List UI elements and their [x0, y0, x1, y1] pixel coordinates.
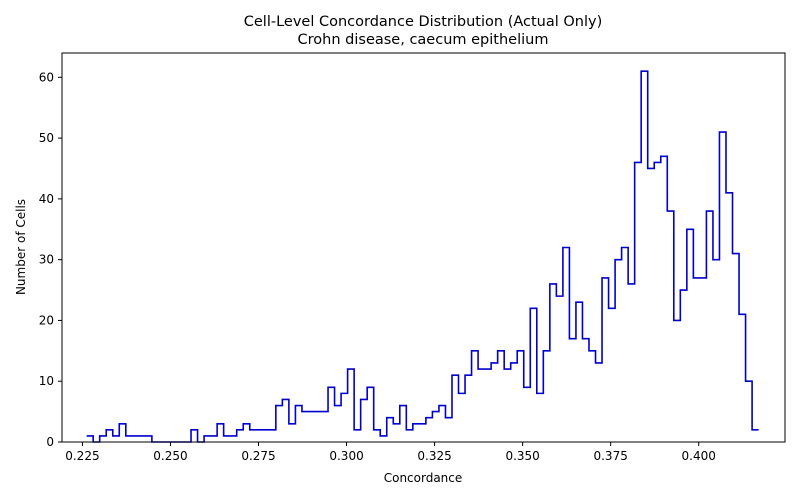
x-tick-label: 0.325 — [417, 449, 451, 463]
chart-title: Cell-Level Concordance Distribution (Act… — [244, 14, 603, 30]
chart-subtitle: Crohn disease, caecum epithelium — [298, 32, 549, 48]
x-tick-label: 0.250 — [153, 449, 187, 463]
y-axis-label: Number of Cells — [14, 199, 28, 295]
x-tick-label: 0.225 — [65, 449, 99, 463]
y-tick-label: 50 — [39, 131, 54, 145]
y-tick-label: 60 — [39, 70, 54, 84]
x-axis-label: Concordance — [384, 471, 463, 485]
x-tick-label: 0.275 — [241, 449, 275, 463]
x-tick-label: 0.400 — [682, 449, 716, 463]
x-tick-label: 0.300 — [329, 449, 363, 463]
x-tick-label: 0.375 — [593, 449, 627, 463]
histogram-step-line — [86, 70, 759, 443]
y-tick-label: 0 — [46, 435, 54, 449]
x-axis-ticks: 0.225 0.250 0.275 0.300 0.325 0.350 0.375 0.400 — [65, 442, 716, 463]
y-axis-ticks: 0 10 20 30 40 50 60 — [39, 70, 62, 449]
plot-frame — [61, 52, 786, 443]
y-tick-label: 30 — [39, 253, 54, 267]
y-tick-label: 20 — [39, 313, 54, 327]
x-tick-label: 0.350 — [505, 449, 539, 463]
y-tick-label: 40 — [39, 192, 54, 206]
y-tick-label: 10 — [39, 374, 54, 388]
